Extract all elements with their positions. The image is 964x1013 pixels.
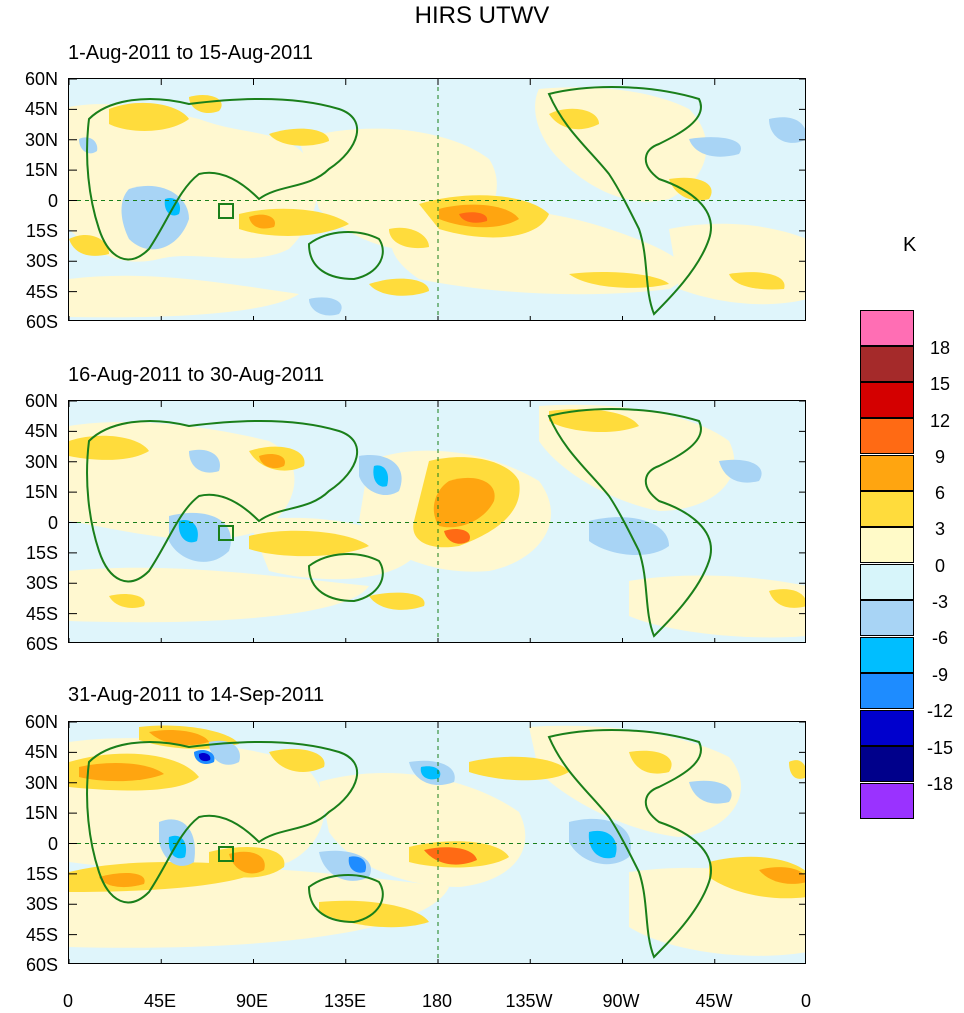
coastline-australia xyxy=(307,553,384,603)
coastline-americas xyxy=(547,408,712,638)
y-tick: 30N xyxy=(24,130,58,150)
colorbar-swatch xyxy=(860,710,914,746)
region-box xyxy=(218,525,234,541)
colorbar-swatch xyxy=(860,564,914,600)
y-tick: 15S xyxy=(25,864,58,884)
colorbar-swatch xyxy=(860,746,914,782)
y-tick: 60N xyxy=(24,69,58,89)
y-tick: 60S xyxy=(25,955,58,975)
coastline-americas xyxy=(547,86,712,316)
figure-title: HIRS UTWV xyxy=(414,2,550,29)
colorbar-label: 15 xyxy=(929,374,951,394)
y-tick: 45N xyxy=(24,742,58,762)
colorbar-swatch xyxy=(860,673,914,709)
map-panel-1 xyxy=(68,78,806,321)
coastline-australia xyxy=(307,874,384,924)
y-tick: 0 xyxy=(47,191,58,211)
coastline-eurasia-africa xyxy=(86,420,359,583)
colorbar-label: 6 xyxy=(934,483,945,503)
colorbar-label: 12 xyxy=(929,411,951,431)
y-tick: 15N xyxy=(24,482,58,502)
colorbar-label: -6 xyxy=(931,628,948,648)
colorbar-swatch xyxy=(860,310,914,346)
y-tick: 45N xyxy=(24,421,58,441)
y-tick: 0 xyxy=(47,834,58,854)
y-tick: 0 xyxy=(47,513,58,533)
panel-1-title: 1-Aug-2011 to 15-Aug-2011 xyxy=(68,42,313,64)
colorbar-swatch xyxy=(860,600,914,636)
colorbar-label: -3 xyxy=(931,592,948,612)
map-panel-2-field xyxy=(69,401,805,642)
colorbar-label: -18 xyxy=(926,774,953,794)
coastline-eurasia-africa xyxy=(86,741,359,904)
colorbar-unit: K xyxy=(903,234,917,256)
map-panel-1-field xyxy=(69,79,805,320)
y-tick: 45N xyxy=(24,99,58,119)
colorbar-label: 9 xyxy=(934,447,945,467)
x-tick: 135E xyxy=(323,991,367,1011)
coastline-americas xyxy=(547,729,712,959)
map-panel-2 xyxy=(68,400,806,643)
x-tick: 90W xyxy=(602,991,640,1011)
x-tick: 0 xyxy=(800,991,812,1011)
region-box xyxy=(218,203,234,219)
y-tick: 45S xyxy=(25,604,58,624)
y-tick: 60N xyxy=(24,712,58,732)
colorbar-label: 3 xyxy=(934,519,945,539)
x-tick: 90E xyxy=(235,991,269,1011)
colorbar-swatch xyxy=(860,346,914,382)
map-panel-3 xyxy=(68,721,806,964)
x-tick: 0 xyxy=(62,991,74,1011)
y-tick: 15N xyxy=(24,803,58,823)
colorbar-swatch xyxy=(860,783,914,819)
y-tick: 30S xyxy=(25,251,58,271)
colorbar-label: -9 xyxy=(931,665,948,685)
x-tick: 45E xyxy=(143,991,177,1011)
colorbar-label: -12 xyxy=(926,701,953,721)
coastline-eurasia-africa xyxy=(86,98,359,261)
y-tick: 60S xyxy=(25,634,58,654)
colorbar-label: 0 xyxy=(934,556,945,576)
colorbar-swatch xyxy=(860,637,914,673)
y-tick: 15S xyxy=(25,543,58,563)
colorbar-label: 18 xyxy=(929,338,951,358)
y-tick: 30N xyxy=(24,452,58,472)
x-tick: 180 xyxy=(421,991,453,1011)
colorbar-swatch xyxy=(860,418,914,454)
x-tick: 45W xyxy=(695,991,733,1011)
y-tick: 60S xyxy=(25,312,58,332)
colorbar-label: -15 xyxy=(926,738,953,758)
y-tick: 60N xyxy=(24,391,58,411)
region-box xyxy=(218,846,234,862)
y-tick: 30S xyxy=(25,894,58,914)
x-tick: 135W xyxy=(505,991,553,1011)
colorbar-swatch xyxy=(860,527,914,563)
y-tick: 30N xyxy=(24,773,58,793)
y-tick: 15S xyxy=(25,221,58,241)
panel-3-title: 31-Aug-2011 to 14-Sep-2011 xyxy=(68,684,325,706)
y-tick: 45S xyxy=(25,925,58,945)
panel-2-title: 16-Aug-2011 to 30-Aug-2011 xyxy=(68,364,325,386)
colorbar-swatch xyxy=(860,455,914,491)
coastline-australia xyxy=(307,231,384,281)
y-tick: 15N xyxy=(24,160,58,180)
colorbar-swatch xyxy=(860,491,914,527)
y-tick: 30S xyxy=(25,573,58,593)
colorbar-swatch xyxy=(860,382,914,418)
y-tick: 45S xyxy=(25,282,58,302)
map-panel-3-field xyxy=(69,722,805,963)
